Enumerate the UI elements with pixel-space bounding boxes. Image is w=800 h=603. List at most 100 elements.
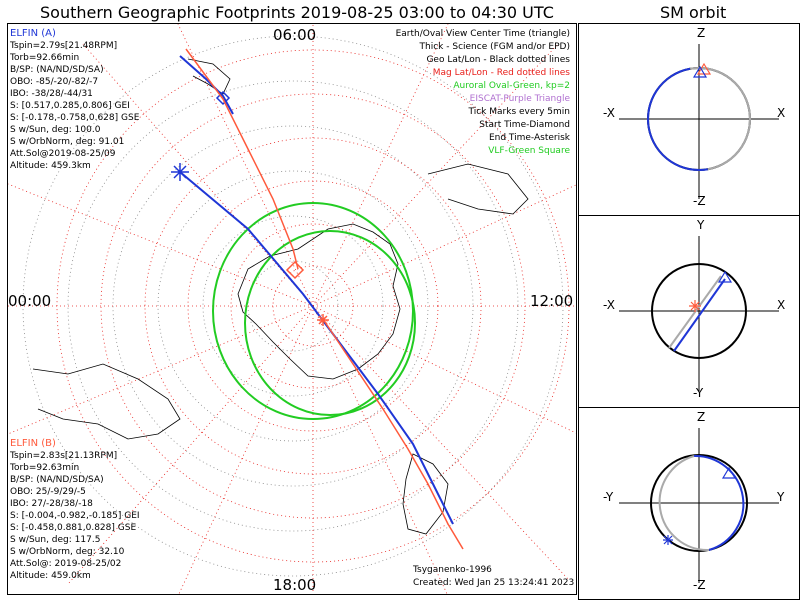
sm-xy-right: X — [777, 298, 786, 312]
legend-item: Auroral Oval-Green, kp=2 — [453, 81, 570, 91]
elfin-a-line: IBO: -38/28/-44/31 — [10, 89, 93, 99]
elfin-b-start-diamond — [285, 260, 305, 280]
elfin-b-line: Tspin=2.83s[21.13RPM] — [10, 451, 118, 461]
footprint-map: 06:00 00:00 12:00 18:00 ELFIN (A) Tspin=… — [7, 23, 577, 595]
elfin-a-line: Tspin=2.79s[21.48RPM] — [10, 41, 118, 51]
mag-lon-line — [177, 24, 314, 307]
geo-lat-circle — [157, 170, 429, 442]
sm-xz-bottom: -Z — [693, 194, 706, 208]
auroral-oval-outer — [212, 202, 414, 420]
geo-lat-circle — [22, 35, 564, 577]
sm-panel-yz: Z -Z -Y Y — [578, 407, 800, 600]
south-america-coast — [32, 363, 181, 440]
elfin-b-line: OBO: 25/-9/29/-5 — [10, 487, 86, 497]
elfin-a-line: S: [-0.178,-0.758,0.628] GSE — [10, 113, 140, 123]
australia-coast — [402, 453, 449, 535]
mag-lon-line — [312, 305, 576, 434]
elfin-b-line: Altitude: 459.0km — [10, 571, 91, 581]
sm-panel-xz: Z -Z -X X — [578, 23, 800, 216]
polar-map-svg — [8, 24, 576, 594]
elfin-b-lines: Tspin=2.83s[21.13RPM] Torb=92.63min B/SP: … — [10, 450, 140, 582]
elfin-b-line: S: [-0.004,-0.982,-0.185] GEI — [10, 511, 140, 521]
elfin-a-name: ELFIN (A) — [10, 28, 56, 39]
mag-lon-line — [67, 305, 314, 585]
elfin-b-line: Torb=92.63min — [10, 463, 80, 473]
created-label: Created: Wed Jan 25 13:24:41 2023 — [413, 578, 575, 588]
elfin-a-info: ELFIN (A) Tspin=2.79s[21.48RPM] Torb=92.6… — [10, 28, 139, 172]
sm-xz-right: X — [777, 106, 786, 120]
antarctica-coast — [237, 223, 401, 380]
elfin-a-line: Altitude: 459.3km — [10, 161, 91, 171]
auroral-ovals — [212, 202, 416, 420]
legend-item: Start Time-Diamond — [479, 120, 570, 130]
legend: Earth/Oval View Center Time (triangle) Th… — [396, 28, 570, 158]
elfin-b-line: S w/OrbNorm, deg: 32.10 — [10, 547, 125, 557]
elfin-b-line: Att.Sol@: 2019-08-25/02 — [10, 559, 122, 569]
elfin-a-line: OBO: -85/-20/-82/-7 — [10, 77, 99, 87]
legend-item: EISCAT-Purple Triangle — [469, 94, 570, 104]
elfin-b-footprint-south — [322, 318, 464, 550]
elfin-a-lines: Tspin=2.79s[21.48RPM] Torb=92.66min B/SP: … — [10, 40, 139, 172]
mag-lon-line — [312, 305, 448, 594]
sm-yz-bottom: -Z — [693, 578, 706, 592]
legend-item: Geo Lat/Lon - Black dotted lines — [426, 55, 570, 65]
mag-grid — [8, 24, 576, 594]
mag-lat-circle — [230, 223, 396, 389]
mag-lon-line — [312, 305, 569, 580]
time-label-bottom: 18:00 — [273, 576, 317, 594]
sm-orbit-title: SM orbit — [660, 3, 727, 22]
elfin-a-line: B/SP: (NA/ND/SD/SA) — [10, 65, 104, 75]
time-label-left: 00:00 — [8, 292, 52, 310]
elfin-b-name: ELFIN (B) — [10, 438, 56, 449]
time-label-top: 06:00 — [273, 26, 317, 44]
legend-item: VLF-Green Square — [488, 146, 570, 156]
legend-item: Thick - Science (FGM and/or EPD) — [419, 42, 570, 52]
elfin-a-line: Att.Sol@2019-08-25/09 — [10, 149, 116, 159]
elfin-a-line: S w/Sun, deg: 100.0 — [10, 125, 101, 135]
legend-item: Mag Lat/Lon - Red dotted lines — [432, 68, 570, 78]
elfin-b-track — [185, 48, 464, 550]
elfin-b-info: ELFIN (B) Tspin=2.83s[21.13RPM] Torb=92.6… — [10, 438, 140, 582]
sm-panel-xy-svg — [619, 236, 779, 391]
sm-panel-xy: Y -Y -X X — [578, 215, 800, 408]
elfin-b-line: S: [-0.458,0.881,0.828] GSE — [10, 523, 137, 533]
elfin-a-end-asterisk — [171, 163, 189, 181]
sm-xy-left: -X — [603, 298, 615, 312]
elfin-b-line: IBO: 27/-28/38/-18 — [10, 499, 93, 509]
elfin-b-line: B/SP: (NA/ND/SD/SA) — [10, 475, 104, 485]
elfin-a-start-diamond — [215, 90, 231, 106]
time-label-right: 12:00 — [530, 292, 574, 310]
legend-item: End Time-Asterisk — [488, 133, 570, 143]
sm-xy-bottom: -Y — [693, 386, 704, 400]
island-coast — [187, 58, 231, 95]
elfin-a-science-segment — [179, 55, 234, 115]
sm-xy-top: Y — [697, 218, 705, 232]
elfin-b-footprint-north — [185, 48, 299, 270]
sm-xz-left: -X — [603, 106, 615, 120]
sm-xz-top: Z — [697, 26, 706, 40]
auroral-oval-inner — [244, 230, 416, 416]
elfin-b-end-asterisk — [317, 314, 329, 326]
elfin-a-line: Torb=92.66min — [10, 53, 80, 63]
elfin-a-track — [171, 55, 454, 525]
geo-lat-circle — [202, 215, 384, 397]
mag-lon-line — [8, 183, 314, 307]
sm-panel-yz-svg — [619, 428, 779, 583]
sm-panel-xz-svg — [619, 44, 779, 199]
elfin-a-footprint-line — [179, 171, 454, 525]
africa-coast — [427, 163, 529, 215]
elfin-a-line: S w/OrbNorm, deg: 91.01 — [10, 137, 125, 147]
model-label: Tsyganenko-1996 — [413, 565, 492, 575]
mag-lon-line — [312, 24, 449, 307]
sm-yz-top: Z — [697, 410, 706, 424]
legend-item: Earth/Oval View Center Time (triangle) — [395, 29, 570, 39]
sm-yz-right: Y — [777, 490, 785, 504]
sm-yz-left: -Y — [603, 490, 614, 504]
elfin-a-line: S: [0.517,0.285,0.806] GEI — [10, 101, 130, 111]
legend-item: Tick Marks every 5min — [468, 107, 570, 117]
elfin-b-line: S w/Sun, deg: 117.5 — [10, 535, 101, 545]
mag-lon-line — [8, 305, 314, 435]
mag-lon-line — [312, 184, 576, 307]
coastlines — [32, 58, 529, 535]
plot-title: Southern Geographic Footprints 2019-08-2… — [40, 3, 554, 22]
